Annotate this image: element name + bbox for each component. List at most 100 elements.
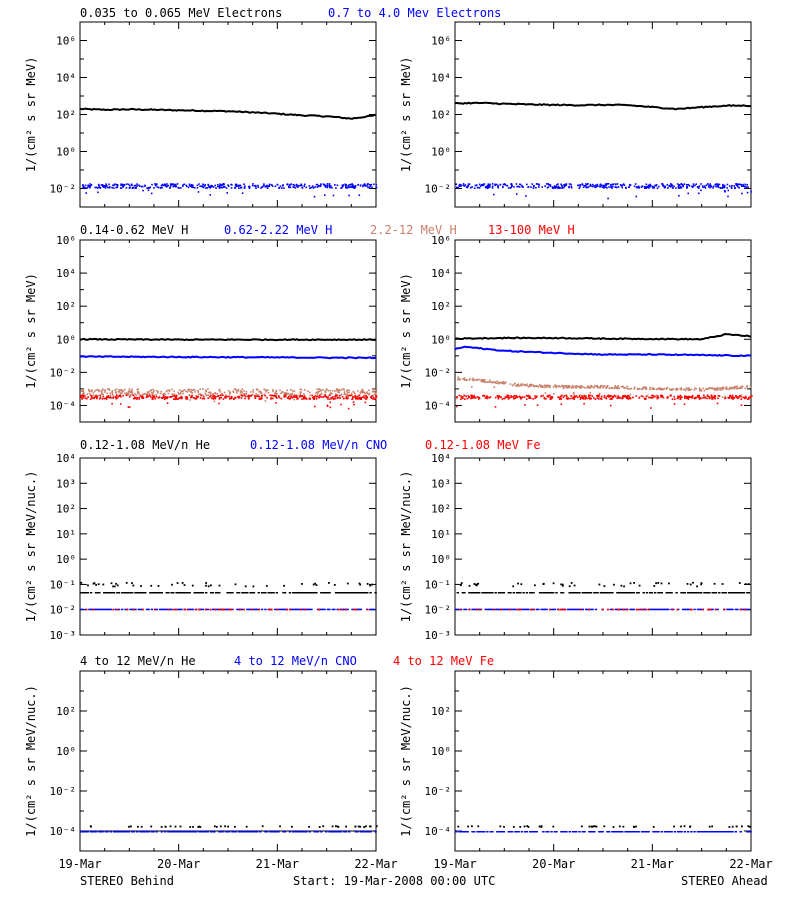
data-point (620, 584, 623, 587)
data-point (277, 608, 280, 611)
data-point (134, 397, 136, 400)
data-point (713, 582, 716, 585)
data-point (609, 592, 612, 594)
data-point (611, 395, 614, 398)
data-point (463, 379, 465, 381)
data-point (568, 831, 571, 833)
data-point (592, 183, 594, 186)
data-point (740, 394, 743, 397)
data-point (270, 608, 273, 611)
data-point (325, 831, 328, 833)
data-point (627, 831, 631, 833)
data-point (540, 592, 543, 594)
data-point (329, 389, 331, 392)
data-point (726, 187, 728, 189)
data-point (583, 396, 585, 398)
y-tick-label: 10⁴ (56, 72, 76, 85)
data-point (258, 390, 260, 393)
data-point (313, 396, 315, 398)
data-point (291, 392, 294, 395)
data-point (114, 389, 116, 391)
data-point (661, 388, 664, 391)
data-point (666, 387, 669, 389)
data-point (328, 608, 331, 611)
data-point (532, 592, 535, 594)
data-point (550, 592, 553, 594)
data-point (598, 398, 600, 400)
data-point (373, 388, 375, 391)
data-point (101, 608, 104, 611)
data-point (177, 592, 180, 594)
y-tick-label: 10² (431, 300, 451, 313)
data-point (206, 187, 208, 189)
data-point (637, 592, 640, 594)
data-point (553, 831, 557, 833)
y-tick-label: 10⁰ (431, 333, 451, 346)
data-point (645, 183, 648, 186)
data-point (82, 393, 84, 395)
data-point (227, 185, 230, 187)
data-point (215, 396, 217, 398)
data-point (188, 389, 190, 392)
data-point (648, 396, 650, 399)
data-point (702, 186, 704, 189)
data-point (619, 397, 622, 399)
data-point (297, 592, 300, 594)
data-point (169, 825, 172, 828)
data-point (611, 386, 613, 389)
data-point (199, 397, 202, 399)
data-point (658, 388, 660, 390)
data-point (501, 831, 504, 833)
data-point (467, 395, 470, 397)
data-point (714, 397, 716, 400)
data-point (680, 389, 683, 391)
data-point (515, 592, 519, 594)
data-point (717, 397, 719, 400)
data-point (545, 384, 548, 387)
data-point (81, 608, 84, 611)
data-point (122, 592, 126, 594)
data-point (299, 608, 302, 611)
data-point (463, 592, 466, 594)
data-point (98, 186, 101, 189)
data-point (599, 184, 601, 186)
data-point (272, 390, 274, 393)
data-point (633, 826, 635, 828)
data-point (334, 390, 336, 392)
data-point (311, 185, 314, 188)
data-point (163, 397, 165, 399)
data-point (588, 592, 591, 594)
data-point (159, 187, 162, 189)
x-tick-label: 21-Mar (631, 857, 674, 871)
data-point (251, 592, 254, 594)
data-point (191, 185, 193, 188)
data-point (141, 395, 143, 397)
data-point (545, 592, 548, 594)
data-point (280, 392, 282, 395)
data-point (518, 186, 521, 188)
data-point (698, 608, 701, 611)
data-point (274, 608, 277, 611)
data-point (315, 398, 318, 400)
data-point (601, 592, 604, 594)
data-point (173, 393, 176, 395)
data-point (305, 608, 308, 611)
data-point (180, 608, 183, 611)
data-point (612, 826, 615, 828)
data-point (691, 397, 693, 399)
y-axis-label: 1/(cm² s sr MeV/nuc.) (24, 471, 38, 623)
data-point (111, 390, 114, 392)
data-point (94, 186, 97, 189)
data-point (320, 390, 322, 392)
data-point (320, 184, 322, 187)
data-point (696, 592, 700, 594)
data-point (516, 396, 518, 398)
data-point (555, 185, 558, 188)
data-point (629, 608, 632, 611)
data-point (320, 592, 323, 594)
data-point (464, 379, 467, 381)
data-point (471, 397, 473, 399)
data-point (568, 185, 570, 188)
data-point (644, 831, 647, 833)
data-point (662, 396, 664, 398)
